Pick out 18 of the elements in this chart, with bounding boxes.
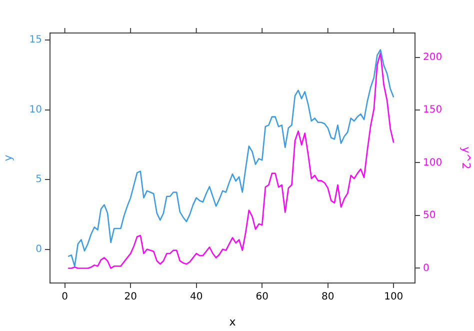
y2-tick-label: 50 <box>423 210 436 222</box>
y2-tick-label: 100 <box>423 157 442 168</box>
y2-tick-label: 200 <box>423 52 442 63</box>
x-axis-title: x <box>229 315 236 328</box>
y-tick-label: 5 <box>36 174 42 186</box>
x-tick-label: 100 <box>384 292 404 303</box>
y2-tick-label: 150 <box>423 104 442 116</box>
y-tick-label: 10 <box>29 104 42 116</box>
x-tick-label: 0 <box>62 292 68 303</box>
x-tick-label: 80 <box>321 292 334 303</box>
y-tick-label: 0 <box>36 244 42 256</box>
y2-axis-title: y^2 <box>460 146 473 170</box>
y2-tick-label: 0 <box>423 262 430 274</box>
y-axis-title: y <box>1 154 14 162</box>
x-tick-label: 40 <box>190 292 203 303</box>
x-tick-label: 60 <box>256 292 268 303</box>
y-tick-label: 15 <box>29 34 42 46</box>
x-tick-label: 20 <box>124 292 137 303</box>
